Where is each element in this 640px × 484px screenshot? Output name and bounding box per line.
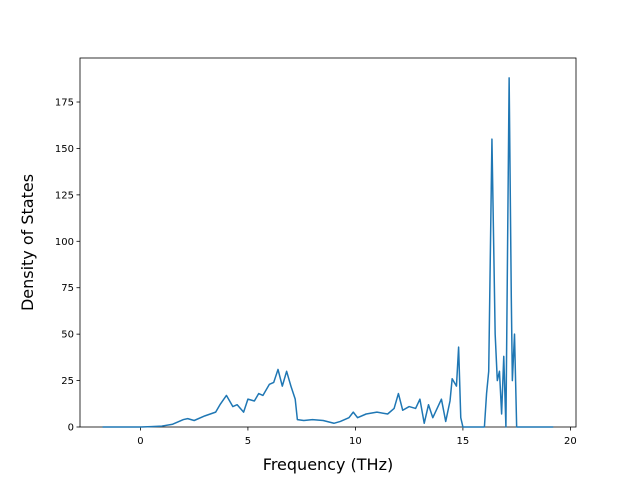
x-tick-label: 10 (349, 436, 362, 447)
y-tick-label: 0 (68, 423, 74, 434)
y-tick-label: 175 (55, 98, 74, 109)
y-tick-label: 50 (61, 330, 74, 341)
y-tick-label: 75 (61, 283, 74, 294)
y-tick-label: 125 (55, 190, 74, 201)
x-tick-label: 15 (457, 436, 470, 447)
x-tick-label: 5 (245, 436, 251, 447)
line (102, 77, 554, 428)
plot-frame (79, 57, 577, 428)
y-tick-label: 150 (55, 144, 74, 155)
x-axis-label: Frequency (THz) (263, 455, 393, 474)
y-axis-label: Density of States (18, 174, 37, 311)
x-tick-label: 0 (137, 436, 143, 447)
x-tick-label: 20 (564, 436, 577, 447)
y-tick-label: 25 (61, 376, 74, 387)
y-tick-label: 100 (55, 237, 74, 248)
